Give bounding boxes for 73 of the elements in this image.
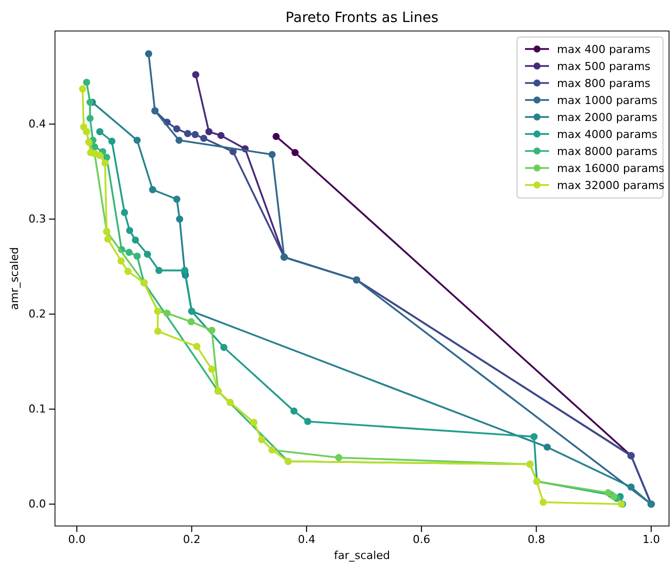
point	[117, 257, 125, 264]
point	[96, 128, 104, 136]
point	[290, 407, 298, 415]
x-tick-label: 0.2	[182, 532, 200, 546]
legend-label: max 800 params	[557, 77, 651, 90]
y-axis-title: amr_scaled	[8, 247, 21, 310]
x-tick-label: 0.4	[298, 532, 316, 546]
point	[173, 196, 180, 203]
point	[120, 208, 128, 216]
point	[124, 268, 132, 275]
x-axis-title: far_scaled	[334, 549, 390, 562]
point	[83, 78, 90, 86]
legend-label: max 32000 params	[557, 179, 665, 192]
point	[154, 328, 162, 335]
point	[192, 71, 200, 78]
point	[292, 149, 299, 156]
legend-label: max 2000 params	[557, 111, 658, 124]
y-tick-label: 0.1	[28, 402, 46, 416]
point	[272, 132, 280, 140]
point	[145, 50, 152, 58]
point	[104, 236, 112, 243]
point	[86, 98, 94, 106]
point	[101, 160, 109, 167]
x-tick-label: 1.0	[642, 532, 660, 546]
point	[200, 134, 208, 142]
point	[544, 444, 551, 451]
point	[176, 216, 184, 223]
point	[79, 85, 86, 93]
point	[628, 483, 635, 491]
point	[540, 498, 547, 506]
point	[193, 342, 200, 350]
point	[173, 125, 180, 132]
point	[304, 418, 312, 426]
legend-label: max 1000 params	[557, 94, 658, 107]
point	[175, 136, 183, 144]
point	[208, 326, 216, 334]
chart-title: Pareto Fronts as Lines	[286, 10, 438, 26]
point	[126, 226, 134, 234]
point	[132, 236, 139, 244]
legend-label: max 16000 params	[557, 162, 665, 175]
point	[155, 266, 163, 274]
point	[205, 128, 212, 136]
point	[610, 492, 618, 500]
point	[220, 344, 228, 351]
y-tick-label: 0.2	[28, 308, 46, 321]
x-tick-label: 0.6	[412, 532, 430, 546]
legend-label: max 400 params	[557, 43, 651, 56]
point	[134, 252, 141, 260]
point	[149, 186, 156, 194]
point	[335, 454, 342, 462]
point	[108, 138, 116, 145]
point	[604, 489, 612, 496]
point	[144, 250, 152, 258]
y-tick-label: 0.0	[28, 498, 46, 511]
y-tick-label: 0.4	[28, 118, 46, 131]
point	[163, 310, 171, 317]
x-tick-label: 0.8	[528, 532, 546, 546]
point	[208, 366, 216, 373]
point	[134, 136, 141, 144]
point	[192, 131, 199, 138]
point	[96, 152, 104, 160]
point	[188, 318, 195, 326]
point	[530, 433, 538, 440]
legend-label: max 4000 params	[557, 128, 658, 141]
x-tick-label: 0.0	[68, 532, 86, 546]
point	[217, 132, 225, 140]
point	[86, 114, 94, 122]
y-tick-label: 0.3	[28, 212, 46, 226]
point	[126, 248, 133, 256]
legend-label: max 500 params	[557, 60, 651, 73]
point	[184, 130, 192, 138]
legend-label: max 8000 params	[557, 145, 658, 158]
point	[268, 150, 276, 158]
